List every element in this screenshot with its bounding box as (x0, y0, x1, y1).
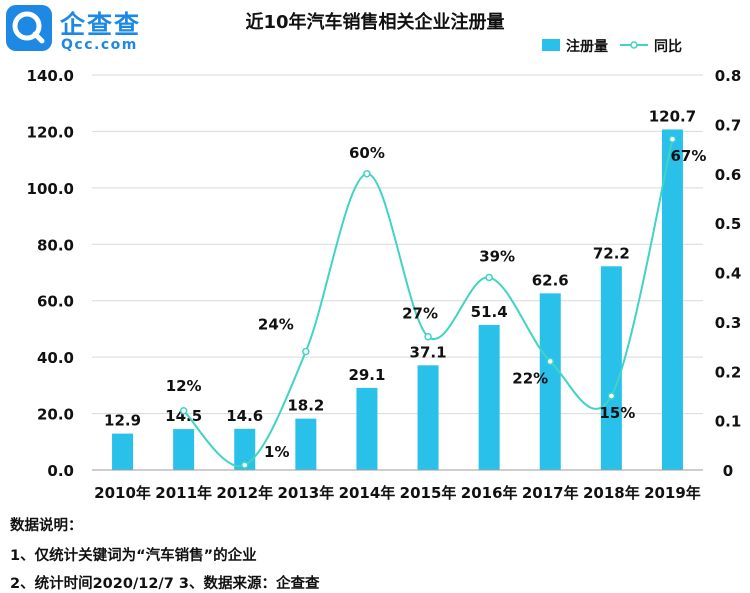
bar-value-label: 12.9 (104, 412, 141, 430)
bar-value-label: 29.1 (348, 366, 385, 384)
legend-line-label: 同比 (654, 38, 682, 55)
yoy-value-label: 60% (349, 144, 385, 162)
yoy-value-label: 39% (479, 247, 515, 265)
y-left-tick-label: 140.0 (27, 67, 74, 85)
bar (417, 365, 439, 470)
y-left-tick-label: 20.0 (37, 406, 74, 424)
y-right-tick-label: 0.7 (715, 116, 742, 134)
brand-domain: Qcc.com (61, 37, 138, 53)
bar-value-label: 120.7 (649, 107, 696, 125)
yoy-point (424, 332, 432, 341)
bar (478, 324, 500, 470)
yoy-value-label: 67% (670, 147, 706, 165)
y-left-tick-label: 120.0 (27, 123, 74, 141)
chart-area: 0.0 20.0 40.0 60.0 80.0 100.0 120.0 140.0 0 0.1 0.… (27, 38, 742, 502)
x-tick-label: 2016年 (461, 484, 518, 502)
chart-title: 近10年汽车销售相关企业注册量 (245, 12, 505, 33)
x-tick-label: 2018年 (583, 484, 640, 502)
x-tick-label: 2017年 (522, 484, 579, 502)
bar-value-label: 72.2 (593, 244, 630, 262)
x-tick-label: 2015年 (400, 484, 457, 502)
bar (600, 266, 622, 470)
y-left-tick-label: 0.0 (47, 462, 74, 480)
y-right-tick-label: 0.8 (715, 67, 742, 85)
y-left-tick-label: 80.0 (37, 236, 74, 254)
y-left-tick-label: 40.0 (37, 349, 74, 367)
bar (295, 418, 317, 470)
bar-value-label: 37.1 (410, 343, 447, 361)
x-tick-label: 2012年 (216, 484, 273, 502)
yoy-value-label: 12% (166, 377, 202, 395)
yoy-point (241, 461, 249, 469)
legend-bar-swatch (542, 39, 560, 51)
yoy-value-label: 22% (512, 369, 548, 387)
y-right-tick-label: 0.6 (715, 166, 742, 184)
x-tick-label: 2019年 (644, 484, 701, 502)
yoy-value-label: 27% (402, 305, 438, 323)
y-left-tick-label: 60.0 (37, 293, 74, 311)
y-left-tick-label: 100.0 (27, 180, 74, 198)
bar (173, 429, 195, 470)
bar-value-label: 62.6 (532, 271, 569, 289)
bar (356, 387, 378, 470)
notes-line-1: 1、仅统计关键词为“汽车销售”的企业 (10, 548, 257, 564)
bar-value-label: 18.2 (287, 397, 324, 415)
notes-heading: 数据说明： (10, 518, 83, 534)
yoy-value-label: 1% (264, 443, 289, 461)
x-tick-label: 2013年 (277, 484, 334, 502)
x-tick-label: 2010年 (94, 484, 151, 502)
legend-bar-label: 注册量 (566, 38, 608, 55)
yoy-point (668, 135, 677, 143)
bar (112, 433, 134, 470)
x-tick-label: 2011年 (155, 484, 212, 502)
yoy-point (363, 170, 371, 178)
x-tick-label: 2014年 (339, 484, 396, 502)
y-right-tick-label: 0.3 (715, 314, 742, 332)
y-right-tick-label: 0 (723, 462, 733, 480)
logo-badge-icon (6, 5, 52, 51)
legend-line-marker (630, 41, 638, 49)
yoy-point (546, 357, 554, 366)
brand-name: 企查查 (60, 10, 142, 39)
bar (234, 428, 256, 470)
y-right-tick-label: 0.1 (715, 413, 742, 431)
bar-value-label: 14.6 (226, 407, 263, 425)
yoy-value-label: 24% (258, 316, 294, 334)
y-right-tick-label: 0.2 (715, 363, 742, 381)
yoy-point (179, 407, 188, 415)
bar (661, 129, 683, 471)
brand-logo: 企查查 Qcc.com (6, 5, 156, 57)
yoy-point (485, 273, 493, 282)
y-right-tick-label: 0.5 (715, 215, 742, 233)
y-right-tick-label: 0.4 (715, 265, 742, 283)
yoy-value-label: 15% (599, 404, 635, 422)
yoy-point (302, 347, 310, 356)
notes-line-2: 2、统计时间2020/12/7 3、数据来源：企查查 (10, 576, 320, 592)
bar-value-label: 51.4 (471, 303, 508, 321)
yoy-point (607, 392, 616, 400)
bar (539, 293, 561, 470)
